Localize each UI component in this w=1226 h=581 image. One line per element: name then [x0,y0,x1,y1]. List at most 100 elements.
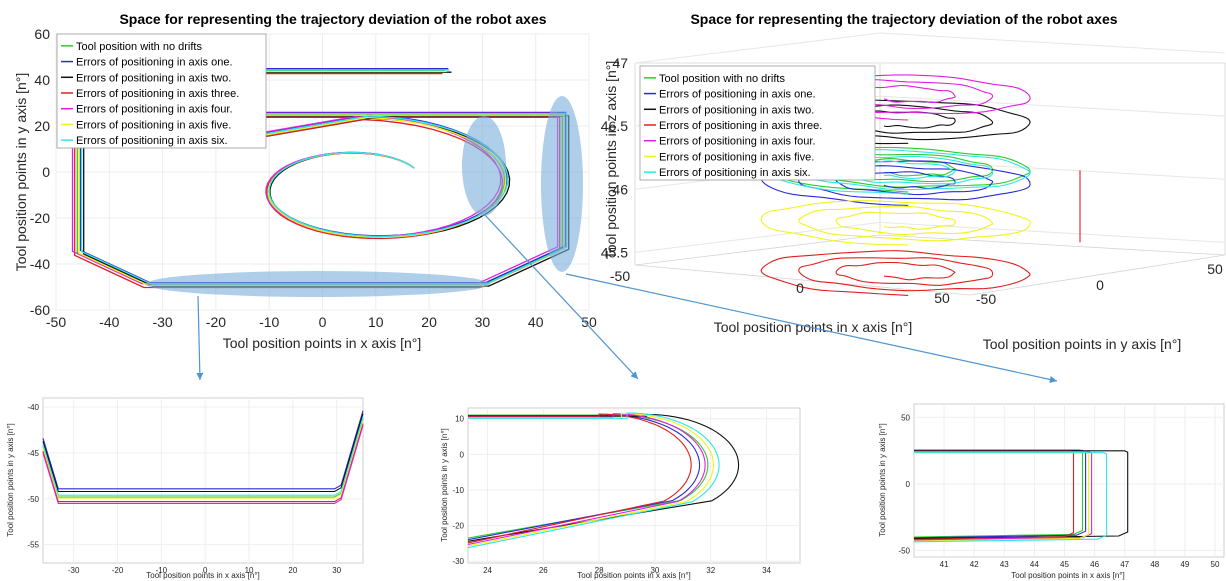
inset-1-axes-box [42,397,364,564]
arrow-to-inset-2 [483,213,639,380]
y-tick-label: 50 [901,413,910,422]
z-tick-label: 45.5 [601,244,628,260]
legend-entry-axis-four: Errors of positioning in axis four. [659,136,816,148]
y-tick-label: 20 [34,118,50,134]
inset-3-content: 41 42 43 44 45 46 47 48 49 50 50 0 -50 [898,404,1224,569]
y-tick-label: -30 [452,557,464,566]
x-tick-label: 41 [940,560,949,569]
grid-line [879,221,1226,243]
legend-entry-axis-two: Errors of positioning in axis two. [659,104,814,116]
x-tick-label: 30 [650,566,659,575]
x-tick-label: 20 [421,314,437,330]
x-tick-label: 50 [934,290,950,306]
x-tick-label: 0 [319,314,327,330]
series-line-axis-six [760,149,1031,195]
inset-1-content: -30 -20 -10 0 10 20 30 -40 -45 -50 -55 [27,398,364,575]
series-line-axis-two [42,413,364,493]
x-tick-label: 30 [475,314,491,330]
y-tick-label: 40 [34,72,50,88]
series-line-axis-six [913,452,1108,543]
x-tick-label: 10 [245,566,254,575]
x-tick-label: 44 [1030,560,1039,569]
inset-2-axes-box [467,407,801,564]
y-tick-label: -50 [27,495,39,504]
y-tick-label: -60 [30,302,50,318]
main-2d-plot: -50 -40 -30 -20 -10 0 10 20 30 40 50 60 40 20 0 -20 -40 -… [13,26,597,351]
x-tick-label: 30 [332,566,341,575]
series-line-axis-one [760,160,1031,206]
y-tick-label: -55 [27,541,39,550]
x-tick-label: 42 [970,560,979,569]
main-2d-xlabel: Tool position points in x axis [n°] [223,335,422,351]
x-tick-label: -30 [152,314,172,330]
series-line-axis-five [760,200,1031,246]
arrow-to-inset-3 [565,273,1058,383]
x-tick-label: 26 [539,566,548,575]
box-edge [879,234,1226,256]
x-tick-label: -10 [259,314,279,330]
x-tick-label: 43 [1000,560,1009,569]
x-tick-label: 20 [288,566,297,575]
y-tick-label: 0 [460,450,465,459]
x-tick-label: 46 [1090,560,1099,569]
x-tick-label: 0 [796,280,804,296]
legend-entry-axis-four: Errors of positioning in axis four. [76,104,233,116]
z-tick-label: 46.5 [601,118,628,134]
main-3d-zlabel: Tool position points in z axis [n°] [603,61,619,260]
y-tick-label: 60 [34,26,50,42]
main-2d-title: Space for representing the trajectory de… [119,11,546,27]
grid-line [634,32,881,64]
main-3d-legend: Tool position with no drifts Errors of po… [639,65,876,181]
series-line-axis-five [467,412,715,547]
main-3d-ticks: 47 46.5 46 45.5 -50 0 50 -50 0 50 [601,55,1223,307]
x-tick-label: -50 [46,314,66,330]
x-tick-label: 47 [1120,560,1129,569]
series-line-axis-six [467,412,720,549]
x-tick-label: -40 [99,314,119,330]
series-line-no-drift [467,414,709,539]
main-3d-title: Space for representing the trajectory de… [690,11,1117,27]
x-tick-label: -20 [206,314,226,330]
legend-entry-axis-six: Errors of positioning in axis six. [659,167,811,179]
main-3d-series [760,74,1081,296]
highlight-region-right-arc [462,116,506,216]
series-line-no-drift [760,146,1031,193]
legend-entry-axis-one: Errors of positioning in axis one. [76,57,233,69]
inset-right-arc: 24 26 28 30 32 34 10 0 -10 -20 -30 Tool position p… [440,407,801,580]
inset-2-xlabel: Tool position points in x axis [n°] [577,571,690,580]
box-edge [634,264,971,296]
x-tick-label: 50 [581,314,597,330]
z-tick-label: 47 [612,55,628,71]
inset-3-axes-box [913,403,1225,558]
inset-2-ylabel: Tool position points in y axis [n°] [440,428,449,541]
x-tick-label: 50 [1211,560,1220,569]
inset-1-xlabel: Tool position points in x axis [n°] [146,571,259,580]
y-tick-label: -40 [27,403,39,412]
series-line-axis-three [467,413,692,544]
inset-3-ylabel: Tool position points in y axis [n°] [878,423,887,536]
series-line-axis-two [467,413,740,542]
y-tick-label: -45 [27,449,39,458]
y-tick-label: -20 [30,210,50,226]
legend-entry-axis-one: Errors of positioning in axis one. [659,89,816,101]
x-tick-label: 34 [762,566,771,575]
series-line-axis-six [80,69,568,285]
series-line-axis-six [42,417,364,496]
highlight-region-bottom-edge [146,271,490,297]
x-tick-label: 0 [203,566,208,575]
y-tick-label: 0 [1096,277,1104,293]
inset-3-xlabel: Tool position points in x axis [n°] [1011,571,1124,580]
main-2d-series [71,68,570,289]
x-tick-label: 49 [1180,560,1189,569]
highlight-region-right-edge [541,96,583,272]
legend-entry-axis-three: Errors of positioning in axis three. [659,120,822,132]
x-tick-label: -50 [610,268,630,284]
y-tick-label: 50 [1207,261,1223,277]
x-tick-label: 45 [1060,560,1069,569]
legend-entry-axis-three: Errors of positioning in axis three. [76,88,239,100]
inset-2-content: 24 26 28 30 32 34 10 0 -10 -20 -30 [452,408,800,575]
main-3d-plot: Tool position with no drifts Errors of po… [601,32,1226,352]
x-tick-label: 28 [595,566,604,575]
x-tick-label: -10 [156,566,168,575]
